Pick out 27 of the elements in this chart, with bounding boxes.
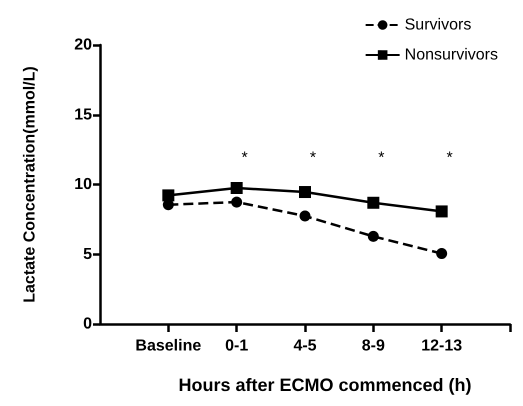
x-tick-label: 8-9: [362, 338, 385, 354]
y-tick-label: 0: [83, 316, 92, 332]
y-tick-label: 10: [74, 176, 92, 193]
annotation: *: [242, 150, 248, 166]
point: [230, 182, 243, 194]
point: [368, 230, 379, 242]
point: [231, 196, 242, 208]
x-tick-label: 4-5: [293, 338, 317, 354]
legend-label: Nonsurvivors: [404, 46, 498, 64]
point: [436, 205, 448, 218]
point: [436, 248, 448, 260]
x-axis-title: Hours after ECMO commenced (h): [178, 375, 472, 395]
point: [162, 189, 174, 202]
legend-label: Survivors: [404, 16, 472, 34]
y-tick-label: 20: [74, 36, 92, 54]
y-tick-label: 5: [83, 246, 92, 263]
y-tick-label: 15: [74, 106, 92, 124]
point: [299, 186, 311, 198]
annotation: *: [310, 150, 316, 166]
x-tick-label: 12-13: [421, 338, 462, 354]
annotation: *: [378, 150, 384, 166]
point: [367, 196, 380, 209]
x-tick-label: 0-1: [225, 338, 248, 354]
annotation: *: [446, 150, 453, 166]
point: [300, 210, 310, 222]
x-tick-label: Baseline: [135, 338, 202, 354]
y-axis-title: Lactate Concentration(mmol/L): [22, 66, 38, 303]
